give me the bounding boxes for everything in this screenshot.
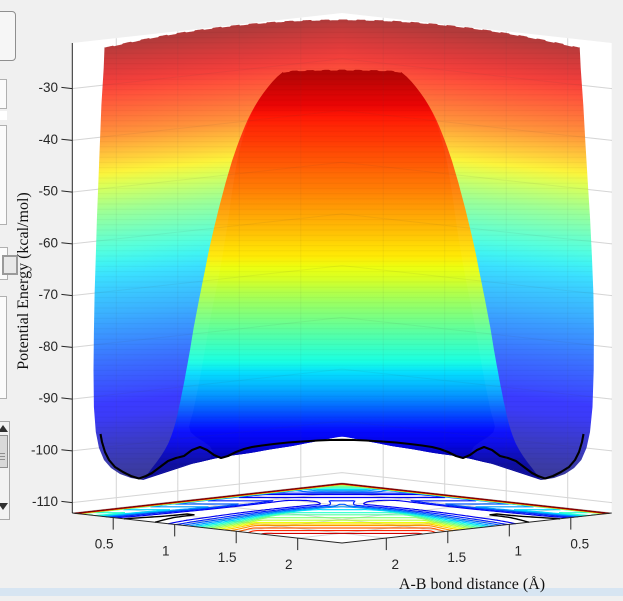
svg-text:1: 1 xyxy=(162,543,170,558)
svg-text:-80: -80 xyxy=(38,339,58,354)
svg-text:-30: -30 xyxy=(38,80,58,95)
svg-text:0.5: 0.5 xyxy=(95,537,114,552)
svg-text:-40: -40 xyxy=(38,132,58,147)
svg-text:A-B bond distance (Å): A-B bond distance (Å) xyxy=(399,575,545,593)
svg-text:1: 1 xyxy=(515,543,523,558)
svg-text:2: 2 xyxy=(285,557,293,572)
svg-text:2: 2 xyxy=(392,557,400,572)
svg-text:1.5: 1.5 xyxy=(447,550,466,565)
svg-text:-110: -110 xyxy=(32,494,58,509)
svg-text:1.5: 1.5 xyxy=(218,550,237,565)
svg-text:-70: -70 xyxy=(38,287,58,302)
svg-text:-50: -50 xyxy=(38,184,58,199)
svg-text:-60: -60 xyxy=(38,235,58,250)
svg-text:Potential Energy (kcal/mol): Potential Energy (kcal/mol) xyxy=(15,192,32,369)
svg-text:-90: -90 xyxy=(38,391,58,406)
svg-text:0.5: 0.5 xyxy=(570,537,589,552)
svg-text:-100: -100 xyxy=(31,442,58,457)
